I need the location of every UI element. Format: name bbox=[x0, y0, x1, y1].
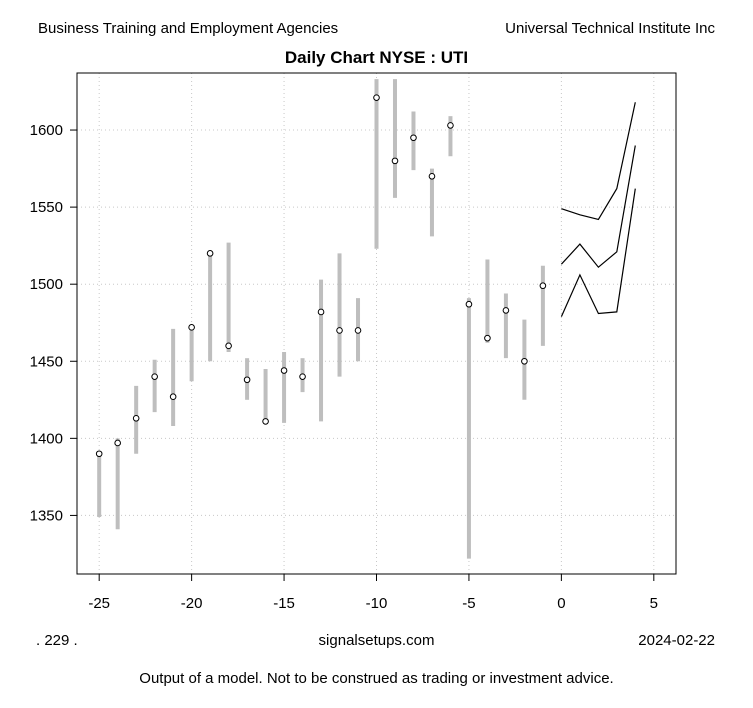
close-point bbox=[262, 418, 269, 425]
forecast-line-upper bbox=[561, 102, 636, 221]
close-point bbox=[132, 415, 140, 422]
x-tick-label: 0 bbox=[557, 595, 565, 612]
footer-id: . 229 . bbox=[36, 632, 78, 649]
y-tick-label: 1600 bbox=[30, 122, 63, 139]
close-point bbox=[428, 172, 436, 180]
company-name: Universal Technical Institute Inc bbox=[505, 20, 715, 37]
close-point bbox=[280, 367, 288, 374]
close-point bbox=[206, 250, 214, 257]
close-markers bbox=[95, 94, 547, 458]
close-point bbox=[169, 393, 177, 401]
y-tick-label: 1350 bbox=[30, 507, 63, 524]
y-tick-label: 1500 bbox=[30, 276, 63, 293]
site-link: signalsetups.com bbox=[318, 632, 435, 649]
axes: -25 -20 -15 -10 -5 0 5 1350 1400 1450 1500 1550 1600 bbox=[30, 122, 658, 612]
close-point bbox=[410, 134, 417, 142]
daily-range-bars bbox=[97, 79, 545, 559]
close-point bbox=[447, 122, 454, 129]
y-tick-label: 1450 bbox=[30, 353, 63, 370]
close-point bbox=[243, 376, 251, 384]
y-tick-label: 1400 bbox=[30, 430, 63, 447]
close-point bbox=[151, 373, 158, 380]
close-point bbox=[354, 327, 362, 334]
x-tick-label: -10 bbox=[366, 595, 388, 612]
close-point bbox=[502, 307, 510, 314]
close-point bbox=[95, 450, 103, 458]
close-point bbox=[188, 324, 195, 331]
forecast-lines bbox=[560, 102, 636, 317]
close-point bbox=[465, 300, 473, 308]
y-tick-label: 1550 bbox=[30, 199, 63, 216]
x-tick-label: -20 bbox=[181, 595, 203, 612]
chart-date: 2024-02-22 bbox=[638, 632, 715, 649]
x-tick-label: -15 bbox=[273, 595, 295, 612]
forecast-line-lower bbox=[560, 188, 636, 317]
disclaimer: Output of a model. Not to be construed a… bbox=[139, 670, 614, 687]
close-point bbox=[299, 373, 306, 380]
sector-label: Business Training and Employment Agencie… bbox=[38, 20, 339, 37]
close-point bbox=[114, 439, 121, 447]
close-point bbox=[336, 327, 343, 334]
close-point bbox=[539, 282, 547, 290]
close-point bbox=[225, 342, 232, 350]
close-point bbox=[521, 357, 528, 365]
close-point bbox=[373, 94, 380, 101]
x-tick-label: -25 bbox=[88, 595, 110, 612]
x-tick-label: 5 bbox=[650, 595, 658, 612]
forecast-line-middle bbox=[560, 145, 636, 269]
x-tick-label: -5 bbox=[462, 595, 475, 612]
close-point bbox=[317, 308, 325, 316]
chart-title: Daily Chart NYSE : UTI bbox=[284, 48, 469, 67]
close-point bbox=[484, 334, 491, 342]
close-point bbox=[391, 157, 399, 165]
